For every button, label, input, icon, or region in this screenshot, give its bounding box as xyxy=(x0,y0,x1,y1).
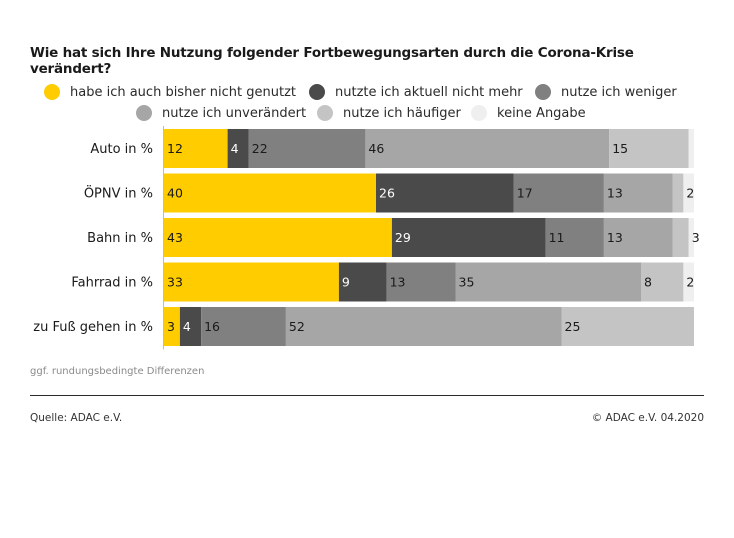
bar-segment xyxy=(683,173,694,213)
legend-item: nutze ich unverändert xyxy=(136,105,306,121)
bar-segment xyxy=(455,262,641,302)
value-label: 11 xyxy=(549,230,565,245)
bar-segment xyxy=(391,218,546,257)
bar-segment xyxy=(386,262,456,302)
bar-segment xyxy=(688,129,694,168)
value-label: 16 xyxy=(204,319,220,334)
chart-title: Wie hat sich Ihre Nutzung folgender Fort… xyxy=(30,45,634,77)
bar-segment xyxy=(164,218,392,257)
value-label: 12 xyxy=(167,141,183,156)
legend-label: nutze ich unverändert xyxy=(162,105,307,121)
value-label: 26 xyxy=(379,186,395,201)
value-label: 46 xyxy=(368,141,384,156)
bar-segment xyxy=(513,173,604,213)
bar-segment xyxy=(285,307,562,346)
bar-segment xyxy=(683,262,694,302)
legend-swatch-icon xyxy=(471,105,487,121)
value-label: 4 xyxy=(183,319,191,334)
bar-segment xyxy=(672,173,684,213)
category-label: Bahn in % xyxy=(87,231,153,246)
bar-segment xyxy=(201,307,286,346)
value-label: 25 xyxy=(565,319,581,334)
copyright-note: © ADAC e.V. 04.2020 xyxy=(591,412,704,424)
legend-swatch-icon xyxy=(136,105,152,121)
category-label: zu Fuß gehen in % xyxy=(33,320,153,335)
bar-segment xyxy=(561,307,694,346)
bar-segment xyxy=(376,173,514,213)
legend-label: nutzte ich aktuell nicht mehr xyxy=(335,84,523,100)
value-label: 22 xyxy=(252,141,268,156)
value-label: 15 xyxy=(612,141,628,156)
legend-item: habe ich auch bisher nicht genutzt xyxy=(44,84,296,100)
legend-swatch-icon xyxy=(309,84,325,100)
stacked-bar-chart: Auto in % 12 4 22 46 15 ÖPNV in % 40 26 17 13 2 Bahn… xyxy=(33,126,700,350)
value-label: 13 xyxy=(390,275,406,290)
bar-segment xyxy=(603,218,673,257)
bar-segment xyxy=(672,218,689,257)
value-label: 4 xyxy=(231,141,239,156)
bar-segment xyxy=(227,129,249,168)
legend-label: habe ich auch bisher nicht genutzt xyxy=(70,84,297,100)
value-label: 13 xyxy=(607,230,623,245)
source-note: Quelle: ADAC e.V. xyxy=(30,412,123,424)
bar-segment xyxy=(365,129,610,168)
value-label: 43 xyxy=(167,230,183,245)
value-label: 13 xyxy=(607,186,623,201)
value-label: 3 xyxy=(692,230,700,245)
footnote: ggf. rundungsbedingte Differenzen xyxy=(30,366,205,377)
value-label: 33 xyxy=(167,275,183,290)
bar-segment xyxy=(545,218,604,257)
bar-segment xyxy=(248,129,366,168)
bar-segment xyxy=(338,262,387,302)
bar-segment xyxy=(164,307,180,346)
bar-segment xyxy=(164,262,339,302)
bar-segment xyxy=(641,262,684,302)
legend-swatch-icon xyxy=(317,105,333,121)
footer-divider xyxy=(30,395,704,396)
legend-label: nutze ich weniger xyxy=(561,84,677,100)
value-label: 9 xyxy=(342,275,350,290)
value-label: 3 xyxy=(167,319,175,334)
legend-item: nutze ich häufiger xyxy=(317,105,461,121)
value-label: 2 xyxy=(686,186,694,201)
legend-item: nutze ich weniger xyxy=(535,84,677,100)
value-label: 17 xyxy=(517,186,533,201)
legend-item: keine Angabe xyxy=(471,105,586,121)
bar-segment xyxy=(688,218,694,257)
category-label: ÖPNV in % xyxy=(84,185,153,202)
legend-label: nutze ich häufiger xyxy=(343,105,461,121)
value-label: 29 xyxy=(395,230,411,245)
category-label: Auto in % xyxy=(90,142,153,157)
value-label: 8 xyxy=(644,275,652,290)
value-label: 52 xyxy=(289,319,305,334)
legend-item: nutzte ich aktuell nicht mehr xyxy=(309,84,523,100)
value-label: 40 xyxy=(167,186,183,201)
bar-segment xyxy=(609,129,689,168)
legend-swatch-icon xyxy=(44,84,60,100)
value-label: 35 xyxy=(459,275,475,290)
bar-segment xyxy=(164,173,376,213)
value-label: 2 xyxy=(686,275,694,290)
category-label: Fahrrad in % xyxy=(71,276,153,291)
legend-swatch-icon xyxy=(535,84,551,100)
bar-segment xyxy=(164,129,228,168)
bar-segment xyxy=(179,307,202,346)
legend-label: keine Angabe xyxy=(497,105,586,121)
bar-segment xyxy=(603,173,673,213)
